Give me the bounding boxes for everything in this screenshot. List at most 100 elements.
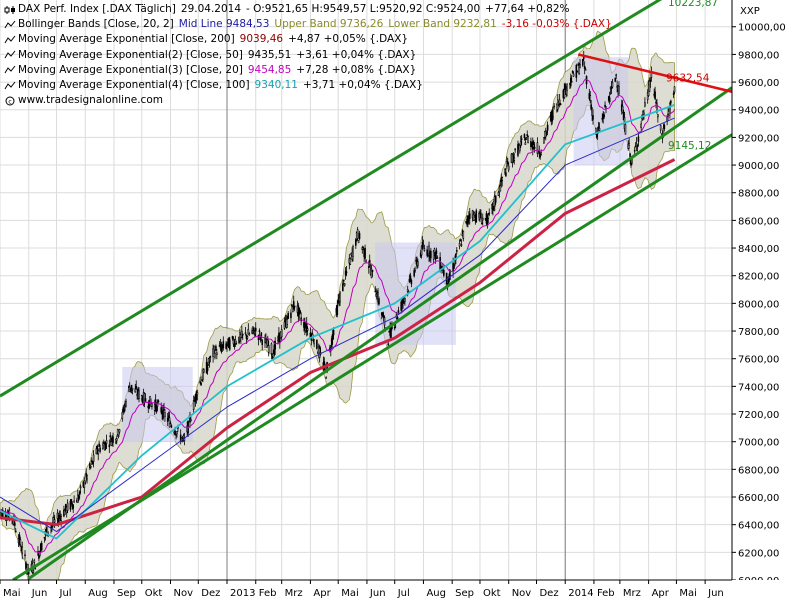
candle-body [209,355,212,358]
legend-row-bb[interactable]: Bollinger Bands [Close, 20, 2] Mid Line … [4,17,617,32]
candle-body [257,334,260,340]
legend-row-ema100[interactable]: Moving Average Exponential(4) [Close, 10… [4,78,617,93]
candle-body [330,338,333,348]
candle-body [439,257,441,270]
legend-price-date: 29.04.2014 [180,3,242,15]
candle-body [648,80,651,92]
candle-body [655,101,657,104]
legend-row-ema200[interactable]: Moving Average Exponential [Close, 200] … [4,32,617,47]
indicator-icon [4,20,16,29]
candle-body [274,341,276,350]
candle-body [481,222,483,225]
candle-body [135,385,138,389]
legend-ema50-name: Moving Average Exponential(2) [Close, 50… [18,48,243,61]
candle-body [280,329,283,338]
candle-body [614,77,617,82]
candle-body [220,346,223,353]
candle-body [336,304,339,316]
candle-body [566,83,568,92]
candle-body [265,337,267,340]
candle-body [627,143,630,149]
y-tick-label: 9200,00 [738,133,779,144]
candle-body [404,298,406,302]
candle-body [422,244,425,247]
candle-body [313,339,315,345]
candle-body [497,191,500,196]
candle-body [83,480,86,489]
candle-body [196,392,199,396]
ema200-line [0,158,676,527]
candle-body [79,486,82,489]
candle-body [343,283,346,286]
candle-body [401,303,403,306]
candle-body [219,343,222,349]
candle-body [413,270,415,277]
candle-body [164,412,166,418]
indicator-icon [4,50,16,59]
y-tick-label: 6800,00 [738,465,779,476]
candle-body [155,402,158,413]
y-tick-label: 8600,00 [738,216,779,227]
candle-body [325,377,327,379]
candle-body [423,248,426,251]
legend-row-ema50[interactable]: Moving Average Exponential(2) [Close, 50… [4,48,617,63]
candle-body [166,417,169,422]
candle-body [291,304,293,307]
candle-body [118,429,121,433]
x-tick-label: Jun [31,588,48,599]
candle-body [286,318,289,325]
candle-body [397,310,400,313]
candle-body [637,136,640,142]
candle-body [559,103,562,106]
candle-body [306,328,309,331]
candle-body [611,81,614,88]
legend-ema200-value: 9039,46 [239,33,284,46]
candle-body [536,142,539,154]
candle-body [540,152,542,155]
x-tick-label: Okt [483,588,501,599]
candle-body [134,388,137,393]
candle-body [513,157,516,161]
candle-body [669,103,671,114]
candle-body [270,343,273,354]
candle-body [231,335,234,340]
legend-ema200-change: +4,87 +0,05% {.DAX} [288,33,409,46]
candle-body [40,543,43,551]
candle-body [381,313,384,318]
candle-body [116,428,119,435]
candle-body [345,271,348,274]
candle-body [14,530,17,533]
x-tick-label: Aug [426,588,446,599]
candle-body [104,441,107,449]
candle-body [672,93,675,95]
candle-body [331,334,334,340]
candle-body [138,390,140,399]
x-tick-label: Aug [88,588,108,599]
legend-row-source[interactable]: c www.tradesignalonline.com [4,93,617,108]
y-tick-label: 10000,00 [738,23,786,34]
candle-body [102,444,104,449]
candle-body [544,130,547,138]
candle-body [400,301,403,311]
candle-body [414,269,416,272]
candle-body [117,435,120,437]
candle-body [202,370,204,380]
x-tick-label: Jun [369,588,386,599]
candle-body [504,169,506,174]
candle-body [96,445,99,454]
candle-body [589,94,592,101]
candle-body [199,381,201,383]
x-tick-label: Feb [259,588,277,599]
candle-body [73,500,75,503]
candle-body [254,334,256,337]
copyright-icon: c [5,96,15,106]
legend-row-ema20[interactable]: Moving Average Exponential(3) [Close, 20… [4,63,617,78]
y-tick-label: 8000,00 [738,299,779,310]
candle-body [475,210,478,223]
candle-body [156,402,159,407]
candle-body [169,422,172,425]
candle-body [357,240,360,244]
legend-row-price[interactable]: DAX Perf. Index [.DAX Täglich] 29.04.201… [4,2,617,17]
candle-body [26,563,29,574]
